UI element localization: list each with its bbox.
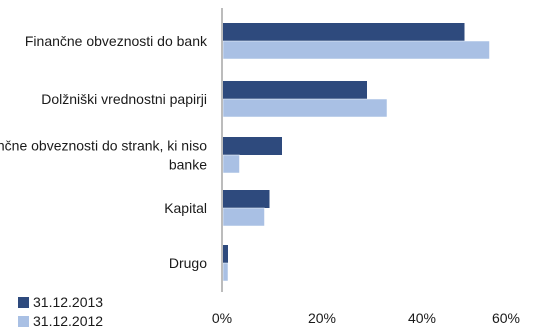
legend-item-2012: 31.12.2012 <box>18 312 103 331</box>
legend-label-2013: 31.12.2013 <box>33 294 104 310</box>
category-labels: Finančne obveznosti do bank Dolžniški vre… <box>0 33 208 271</box>
bar-2013-4 <box>223 245 228 263</box>
category-label: Finančne obveznosti do bank <box>25 33 208 49</box>
bar-2012-1 <box>222 98 388 118</box>
category-label: Kapital <box>164 200 207 216</box>
bar-2012-3 <box>222 207 265 227</box>
category-label: Dolžniški vrednostni papirji <box>41 91 207 107</box>
x-tick-label: 20% <box>308 310 336 326</box>
bar-2013-2 <box>223 137 282 155</box>
legend: 31.12.2013 31.12.2012 <box>18 293 103 331</box>
legend-swatch-2013 <box>18 297 29 308</box>
category-label: Drugo <box>169 255 207 271</box>
bar-2013-1 <box>223 81 367 99</box>
x-axis-ticks: 0% 20% 40% 60% <box>212 310 520 326</box>
legend-item-2013: 31.12.2013 <box>18 293 103 312</box>
category-label: banke <box>169 157 207 173</box>
category-label: Finančne obveznosti do strank, ki niso <box>0 138 207 154</box>
bar-2012-4 <box>222 262 229 282</box>
bar-2013-0 <box>223 23 465 41</box>
x-tick-label: 0% <box>212 310 232 326</box>
bars <box>222 23 490 282</box>
legend-swatch-2012 <box>18 316 29 327</box>
bar-2013-3 <box>223 190 270 208</box>
legend-label-2012: 31.12.2012 <box>33 313 104 329</box>
x-tick-label: 40% <box>408 310 436 326</box>
bar-2012-0 <box>222 40 490 60</box>
bar-2012-2 <box>222 154 240 174</box>
x-tick-label: 60% <box>492 310 520 326</box>
